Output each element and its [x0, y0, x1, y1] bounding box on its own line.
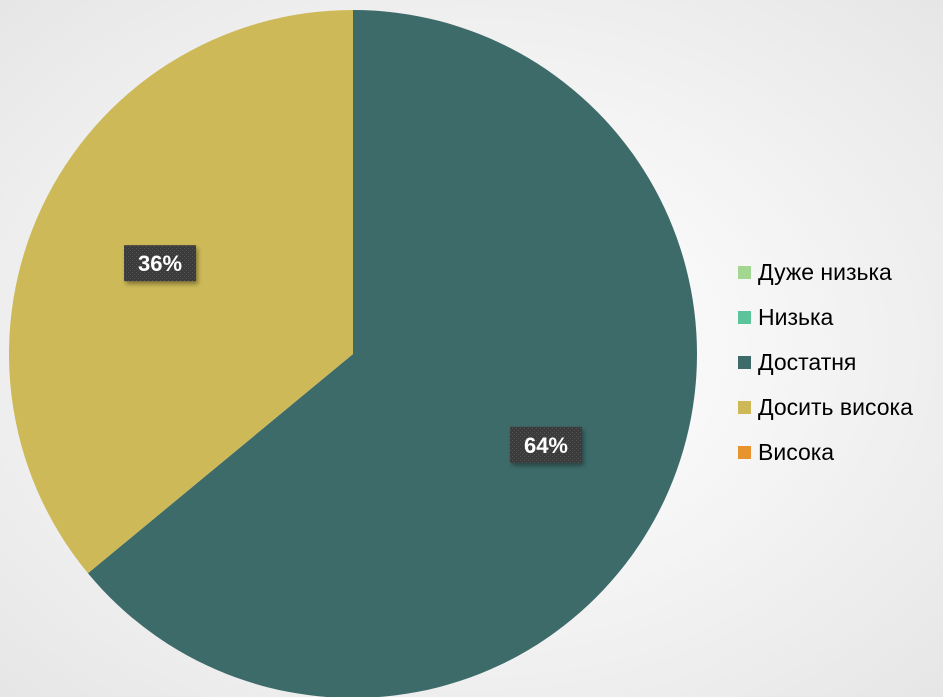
legend-swatch [738, 356, 751, 369]
data-label-box [124, 245, 197, 282]
legend-swatch [738, 446, 751, 459]
legend-label: Висока [758, 439, 835, 465]
legend-label: Достатня [758, 349, 857, 375]
chart-legend: Дуже низька Низька Достатня Досить висока Ви… [738, 250, 941, 475]
legend-label: Досить висока [758, 394, 913, 420]
legend-item-5: Висока [738, 430, 941, 475]
legend-label: Дуже низька [758, 259, 892, 285]
legend-item-4: Досить висока [738, 385, 941, 430]
legend-label: Низька [758, 304, 834, 330]
legend-swatch [738, 311, 751, 324]
pie-slice-4 [9, 10, 353, 574]
data-label-4: 36% [124, 245, 197, 282]
legend-swatch [738, 401, 751, 414]
legend-swatch [738, 266, 751, 279]
pie-data-labels: 64% 36% [124, 245, 582, 463]
data-label-3: 64% [509, 426, 582, 463]
pie-slice-3 [87, 10, 697, 697]
data-label-box [509, 426, 582, 463]
data-label-text: 64% [524, 433, 568, 458]
pie-slices [9, 10, 697, 697]
legend-item-2: Низька [738, 295, 941, 340]
data-label-text: 36% [138, 251, 182, 276]
legend-item-1: Дуже низька [738, 250, 941, 295]
legend-item-3: Достатня [738, 340, 941, 385]
